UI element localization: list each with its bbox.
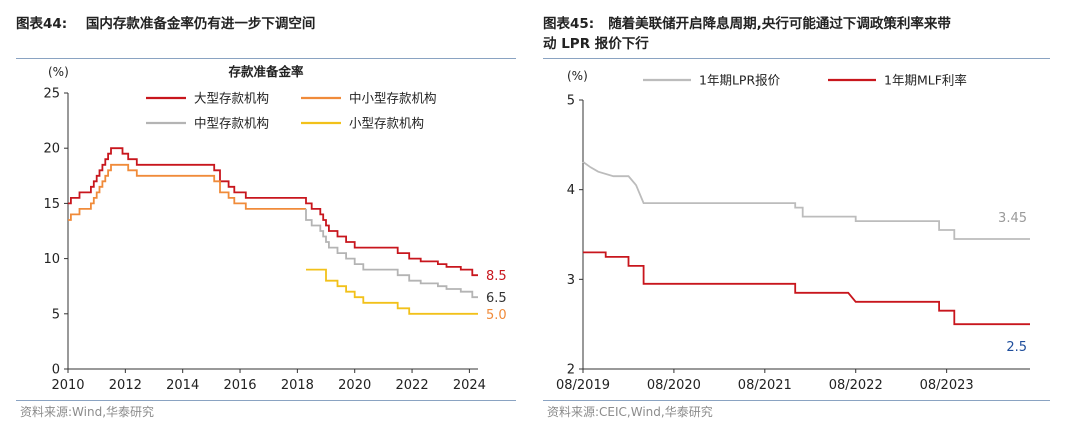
legend-label-1: 大型存款机构 (194, 91, 269, 106)
right-panel-title: 图表45: 随着美联储开启降息周期,央行可能通过下调政策利率来带 动 LPR 报价… (543, 14, 1063, 54)
left-title-rule (16, 58, 516, 59)
y-tick-label: 0 (52, 363, 60, 378)
left-panel-title: 图表44: 国内存款准备金率仍有进一步下调空间 (16, 14, 315, 34)
right-title-line2: 动 LPR 报价下行 (543, 36, 649, 52)
right-title-line1: 随着美联储开启降息周期,央行可能通过下调政策利率来带 (608, 16, 951, 32)
y-axis-unit: (%) (567, 69, 588, 83)
y-tick-label: 4 (567, 183, 575, 198)
end-value-label-2: 2.5 (1006, 340, 1027, 355)
left-source: 资料来源:Wind,华泰研究 (20, 405, 155, 419)
y-tick-label: 3 (567, 273, 575, 288)
x-tick-label: 2010 (51, 378, 84, 393)
chart-title: 存款准备金率 (227, 64, 304, 79)
y-tick-label: 5 (52, 307, 60, 322)
series-line-1 (68, 147, 478, 277)
y-tick-label: 10 (43, 252, 60, 267)
right-title-label: 图表45: (543, 16, 595, 32)
left-chart: 0 5 10 15 20 25 (%) 2010 2012 2014 2016 2018 2020 202… (43, 64, 507, 393)
legend-label-1: 1年期LPR报价 (699, 73, 781, 88)
x-tick-label: 2014 (166, 378, 199, 393)
y-tick-label: 20 (43, 142, 60, 157)
series-line-2 (68, 163, 306, 221)
right-source-rule (543, 400, 1050, 401)
series-line-3 (305, 208, 478, 299)
x-tick-label: 2012 (109, 378, 142, 393)
x-tick-label: 08/2021 (738, 378, 792, 393)
right-source: 资料来源:CEIC,Wind,华泰研究 (547, 405, 713, 419)
y-axis-unit: (%) (48, 65, 69, 79)
series-line-4 (306, 268, 478, 315)
x-tick-label: 08/2023 (920, 378, 974, 393)
x-tick-label: 08/2019 (556, 378, 610, 393)
legend-label-3: 中型存款机构 (194, 116, 269, 131)
legend-label-4: 小型存款机构 (349, 116, 424, 131)
legend-label-2: 中小型存款机构 (349, 91, 437, 106)
left-title-label: 图表44: (16, 16, 68, 32)
end-value-label-4: 5.0 (486, 308, 507, 323)
x-tick-label: 08/2020 (647, 378, 701, 393)
left-title-text: 国内存款准备金率仍有进一步下调空间 (85, 16, 316, 32)
x-tick-label: 08/2022 (829, 378, 883, 393)
y-tick-label: 5 (567, 94, 575, 109)
series-line-2 (583, 251, 1030, 326)
end-value-label-3: 6.5 (486, 291, 507, 306)
x-tick-label: 2020 (338, 378, 371, 393)
right-chart: 2 3 4 5 (%) 08/2019 08/2020 08/2021 08/2022 08/20… (556, 69, 1030, 393)
left-source-rule (16, 400, 516, 401)
legend-label-2: 1年期MLF利率 (884, 73, 967, 88)
y-tick-label: 25 (43, 87, 60, 102)
series-line-1 (582, 161, 1030, 240)
y-tick-label: 2 (567, 363, 575, 378)
end-value-label-1: 8.5 (486, 269, 507, 284)
right-title-rule (543, 58, 1050, 59)
x-tick-label: 2016 (223, 378, 256, 393)
x-tick-label: 2024 (453, 378, 486, 393)
end-value-label-1: 3.45 (998, 211, 1027, 226)
x-tick-label: 2022 (396, 378, 429, 393)
y-tick-label: 15 (43, 197, 60, 212)
x-tick-label: 2018 (281, 378, 314, 393)
